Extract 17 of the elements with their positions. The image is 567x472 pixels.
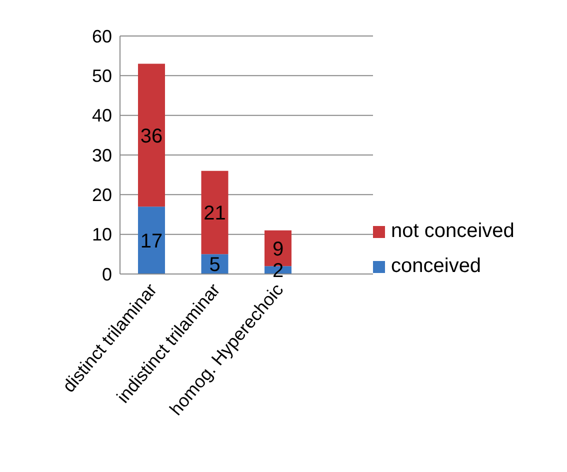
data-label: 21 — [204, 202, 226, 225]
y-tick-label: 50 — [92, 66, 112, 86]
data-label: 36 — [140, 125, 163, 148]
bar — [138, 64, 165, 207]
data-label: 17 — [140, 230, 163, 252]
data-label: 9 — [272, 238, 284, 260]
y-tick-label: 10 — [92, 224, 112, 245]
bar — [138, 206, 165, 274]
data-label: 5 — [209, 254, 220, 276]
legend-label: conceived — [391, 255, 482, 278]
y-tick-label: 0 — [102, 264, 112, 284]
bar — [201, 170, 228, 254]
legend-label: not conceived — [391, 220, 514, 243]
y-tick-label: 60 — [92, 26, 112, 46]
y-tick-label: 40 — [92, 106, 112, 126]
y-tick-label: 30 — [92, 145, 112, 166]
y-tick-label: 20 — [92, 185, 112, 206]
